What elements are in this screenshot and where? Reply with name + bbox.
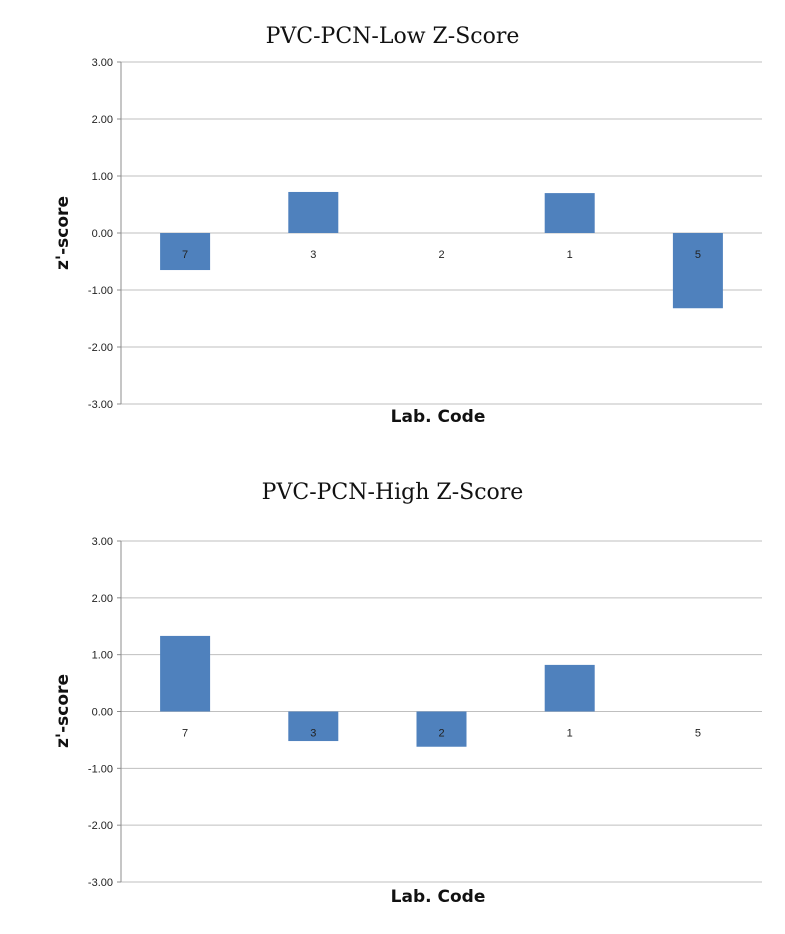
category-label: 7	[182, 728, 188, 740]
y-tick-label: 0.00	[92, 707, 113, 719]
bar	[160, 635, 211, 712]
bar	[672, 233, 723, 309]
y-tick-label: -1.00	[88, 285, 113, 297]
bar	[160, 233, 211, 271]
category-label: 5	[695, 728, 701, 740]
y-axis-title: z'-score	[53, 674, 73, 748]
y-tick-label: -2.00	[88, 342, 113, 354]
x-axis-title: Lab. Code	[391, 407, 486, 427]
y-tick-label: 1.00	[92, 650, 113, 662]
bar	[544, 193, 595, 233]
chart-svg-high: 3.00 2.00 1.00 0.00 -1.00 -2.00 -3.00 7 3 2 1 5 z'-s…	[53, 536, 762, 907]
chart-title: PVC-PCN-Low Z-Score	[265, 24, 520, 49]
category-label: 5	[695, 249, 701, 261]
y-tick-label: 2.00	[92, 593, 113, 605]
y-tick-label: -3.00	[88, 399, 113, 411]
category-label: 1	[567, 249, 573, 261]
y-tick-label: -3.00	[88, 877, 113, 889]
category-label: 7	[182, 249, 188, 261]
y-tick-label: 0.00	[92, 228, 113, 240]
bar	[288, 711, 339, 742]
y-tick-label: 1.00	[92, 171, 113, 183]
bar	[288, 191, 339, 233]
chart-low: PVC-PCN-Low Z-Score 3.00 2.00 1.00 0.00 -1.0…	[0, 0, 785, 440]
chart-svg-low: 3.00 2.00 1.00 0.00 -1.00 -2.00 -3.00 7 3 2 1 5 z'-s…	[53, 57, 762, 427]
y-tick-label: -2.00	[88, 820, 113, 832]
category-label: 3	[310, 249, 316, 261]
x-axis-title: Lab. Code	[391, 887, 486, 907]
bar	[416, 711, 467, 747]
y-tick-label: 3.00	[92, 57, 113, 69]
y-tick-label: 2.00	[92, 114, 113, 126]
chart-high: PVC-PCN-High Z-Score 3.00 2.00 1.00 0.00 -1.…	[0, 470, 785, 934]
y-tick-label: 3.00	[92, 536, 113, 548]
bar	[544, 664, 595, 712]
chart-title: PVC-PCN-High Z-Score	[261, 480, 524, 505]
category-label: 3	[310, 728, 316, 740]
category-label: 2	[438, 249, 444, 261]
y-tick-label: -1.00	[88, 763, 113, 775]
y-axis-title: z'-score	[53, 196, 73, 270]
category-label: 2	[438, 728, 444, 740]
category-label: 1	[567, 728, 573, 740]
